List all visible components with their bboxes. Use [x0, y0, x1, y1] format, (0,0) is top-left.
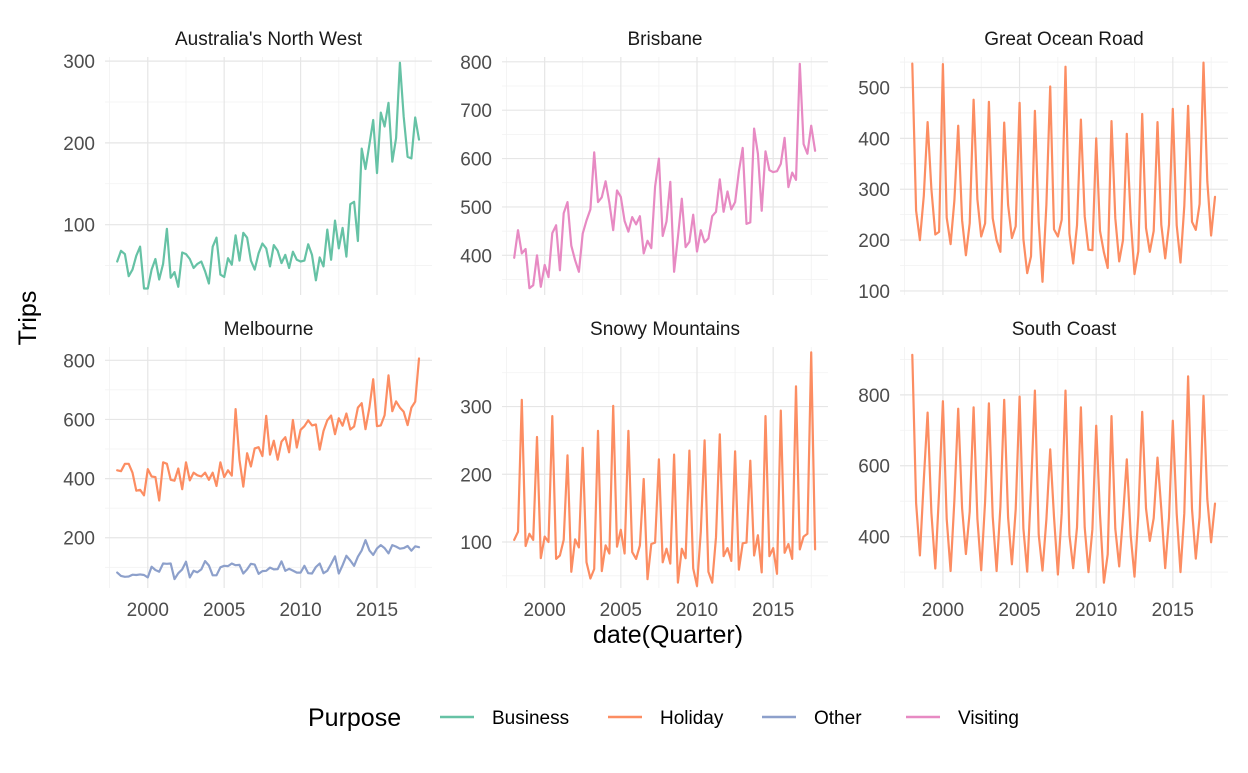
- legend-item-visiting: Visiting: [906, 708, 1019, 729]
- legend: Purpose Business Holiday Other Visiting: [308, 704, 1019, 732]
- x-tick-label: 2005: [998, 600, 1040, 621]
- legend-item-other: Other: [762, 708, 862, 729]
- x-tick-label: 2000: [127, 600, 169, 621]
- x-tick-label: 2015: [356, 600, 398, 621]
- x-tick-label: 2015: [1152, 600, 1194, 621]
- series-line-visiting: [513, 62, 817, 290]
- panel-south-coast: South Coast 400 600 800 2000 2005 2010 2015: [858, 319, 1228, 621]
- x-tick-label: 2000: [922, 600, 964, 621]
- x-tick-label: 2010: [676, 600, 718, 621]
- panel-title: Australia's North West: [175, 29, 363, 50]
- y-tick-label: 400: [460, 246, 492, 267]
- y-tick-label: 400: [858, 129, 890, 150]
- y-tick-label: 400: [63, 470, 95, 491]
- y-tick-label: 600: [858, 457, 890, 478]
- y-tick-label: 500: [460, 198, 492, 219]
- legend-item-holiday: Holiday: [608, 708, 724, 729]
- panel-title: South Coast: [1012, 319, 1117, 340]
- legend-title: Purpose: [308, 704, 401, 732]
- series-line-holiday: [911, 353, 1217, 584]
- series-line-business: [116, 61, 421, 290]
- panel-snowy-mountains: Snowy Mountains 100 200 300 2000 2005 2010 2015: [460, 319, 828, 621]
- panel-australia-s-north-west: Australia's North West 100 200 300: [63, 29, 432, 295]
- y-tick-label: 200: [63, 529, 95, 550]
- panel-great-ocean-road: Great Ocean Road 100 200 300 400 500: [858, 29, 1228, 303]
- y-tick-label: 800: [460, 53, 492, 74]
- x-axis-title: date(Quarter): [593, 621, 743, 649]
- series-line-holiday: [116, 357, 421, 502]
- x-tick-label: 2010: [279, 600, 321, 621]
- panel-title: Melbourne: [224, 319, 314, 340]
- y-tick-label: 300: [460, 398, 492, 419]
- x-tick-label: 2010: [1075, 600, 1117, 621]
- y-tick-label: 300: [858, 180, 890, 201]
- y-tick-label: 200: [63, 134, 95, 155]
- panel-title: Great Ocean Road: [984, 29, 1143, 50]
- legend-label: Business: [492, 708, 569, 729]
- y-tick-label: 200: [460, 465, 492, 486]
- y-tick-label: 100: [460, 533, 492, 554]
- legend-label: Visiting: [958, 708, 1019, 729]
- facet-panels: Australia's North West 100 200 300 Brisbane 4…: [63, 29, 1228, 621]
- y-tick-label: 500: [858, 79, 890, 100]
- y-tick-label: 100: [858, 282, 890, 303]
- y-tick-label: 200: [858, 231, 890, 252]
- panel-melbourne: Melbourne 200 400 600 800 2000 2005 2010 2015: [63, 319, 432, 621]
- series-line-holiday: [513, 351, 817, 588]
- y-axis-title: Trips: [14, 291, 42, 346]
- y-tick-label: 600: [63, 410, 95, 431]
- panel-title: Brisbane: [628, 29, 703, 50]
- y-tick-label: 100: [63, 216, 95, 237]
- legend-items: Business Holiday Other Visiting: [440, 708, 1019, 729]
- y-tick-label: 800: [858, 386, 890, 407]
- series-line-holiday: [911, 61, 1217, 283]
- y-tick-label: 700: [460, 101, 492, 122]
- y-tick-label: 400: [858, 528, 890, 549]
- x-tick-label: 2005: [600, 600, 642, 621]
- x-tick-label: 2015: [752, 600, 794, 621]
- y-tick-label: 800: [63, 351, 95, 372]
- x-tick-label: 2000: [524, 600, 566, 621]
- series-line-other: [116, 538, 421, 581]
- panel-brisbane: Brisbane 400 500 600 700 800: [460, 29, 828, 295]
- y-tick-label: 300: [63, 52, 95, 73]
- legend-label: Holiday: [660, 708, 724, 729]
- panel-title: Snowy Mountains: [590, 319, 740, 340]
- legend-item-business: Business: [440, 708, 569, 729]
- x-tick-label: 2005: [203, 600, 245, 621]
- legend-label: Other: [814, 708, 862, 729]
- y-tick-label: 600: [460, 150, 492, 171]
